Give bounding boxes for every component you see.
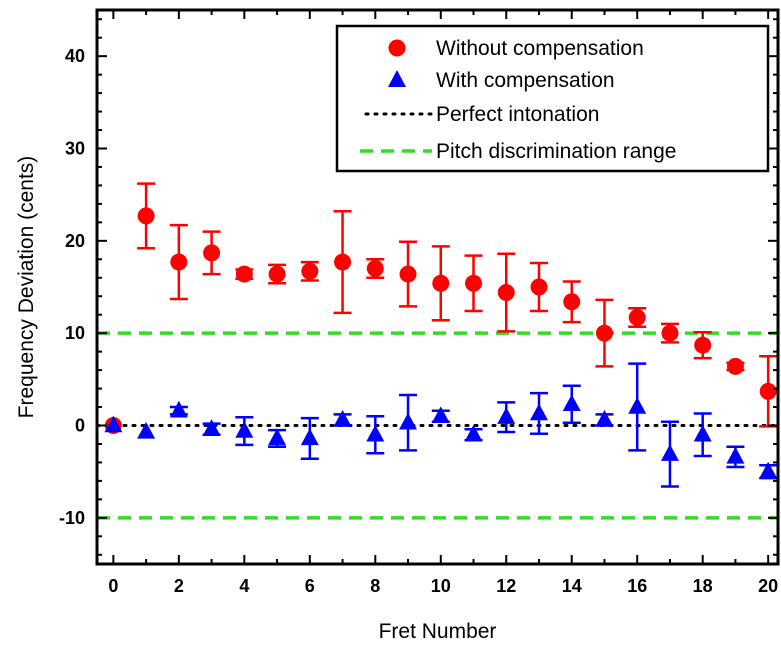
point-with-6 — [300, 428, 319, 446]
y-tick-label--10: -10 — [59, 508, 85, 528]
point-with-18 — [693, 424, 712, 442]
legend-box — [335, 24, 770, 173]
y-tick-label-30: 30 — [65, 139, 85, 159]
point-without-17 — [661, 324, 679, 342]
point-without-1 — [137, 207, 155, 225]
point-without-12 — [497, 284, 515, 302]
point-with-19 — [726, 446, 745, 464]
point-without-5 — [268, 265, 286, 283]
data-points — [104, 207, 778, 479]
point-without-10 — [432, 274, 450, 292]
point-with-14 — [562, 394, 581, 411]
point-with-15 — [595, 410, 614, 427]
point-without-8 — [366, 260, 384, 278]
point-with-3 — [202, 419, 221, 436]
plot-frame — [95, 8, 780, 566]
axis-ticks: 0 2 4 6 8 10 12 14 16 18 20 -10 0 10 20 30 40 — [59, 10, 778, 596]
y-tick-label-10: 10 — [65, 323, 85, 343]
x-tick-label-14: 14 — [562, 576, 582, 596]
point-with-7 — [333, 410, 352, 427]
x-tick-label-16: 16 — [627, 576, 647, 596]
x-tick-label-10: 10 — [431, 576, 451, 596]
y-tick-label-20: 20 — [65, 231, 85, 251]
error-bars — [137, 182, 778, 488]
point-without-7 — [334, 253, 352, 271]
legend-symbol-without — [388, 39, 406, 57]
x-tick-label-20: 20 — [758, 576, 778, 596]
point-with-16 — [628, 397, 647, 414]
point-with-20 — [759, 461, 778, 479]
x-axis-label: Fret Number — [379, 620, 497, 643]
x-tick-label-2: 2 — [174, 576, 184, 596]
point-with-17 — [660, 444, 679, 461]
point-with-12 — [497, 407, 516, 424]
legend-label-3: Pitch discrimination range — [436, 140, 676, 163]
y-tick-label-0: 0 — [75, 416, 85, 436]
point-without-6 — [301, 262, 319, 280]
x-tick-label-12: 12 — [496, 576, 516, 596]
x-tick-label-4: 4 — [239, 576, 249, 596]
point-without-14 — [563, 293, 581, 311]
point-without-16 — [628, 308, 646, 326]
point-without-20 — [759, 382, 777, 400]
point-without-19 — [726, 357, 744, 375]
point-with-11 — [464, 424, 483, 442]
point-without-13 — [530, 278, 548, 296]
point-without-4 — [235, 265, 253, 283]
point-with-9 — [399, 412, 418, 430]
legend-symbol-with — [388, 70, 406, 87]
legend: Without compensation With compensation Per… — [335, 24, 770, 173]
point-without-18 — [694, 336, 712, 354]
legend-label-2: Perfect intonation — [436, 103, 599, 126]
point-without-2 — [170, 253, 188, 271]
x-tick-label-0: 0 — [108, 576, 118, 596]
point-without-11 — [465, 274, 483, 292]
x-tick-label-8: 8 — [370, 576, 380, 596]
point-with-8 — [366, 424, 385, 442]
y-axis-label: Frequency Deviation (cents) — [15, 156, 38, 419]
point-with-10 — [431, 406, 450, 423]
point-without-3 — [203, 244, 221, 262]
x-tick-label-6: 6 — [305, 576, 315, 596]
legend-label-0: Without compensation — [436, 37, 644, 60]
point-without-15 — [595, 324, 613, 342]
point-with-1 — [137, 422, 156, 439]
reference-lines — [95, 331, 780, 520]
point-with-13 — [529, 403, 548, 421]
y-tick-label-40: 40 — [65, 46, 85, 66]
point-with-4 — [235, 421, 254, 438]
point-with-5 — [268, 428, 287, 446]
point-with-0 — [104, 415, 123, 433]
x-tick-label-18: 18 — [693, 576, 713, 596]
point-without-9 — [399, 265, 417, 283]
legend-label-1: With compensation — [436, 69, 615, 92]
point-with-2 — [169, 400, 188, 418]
